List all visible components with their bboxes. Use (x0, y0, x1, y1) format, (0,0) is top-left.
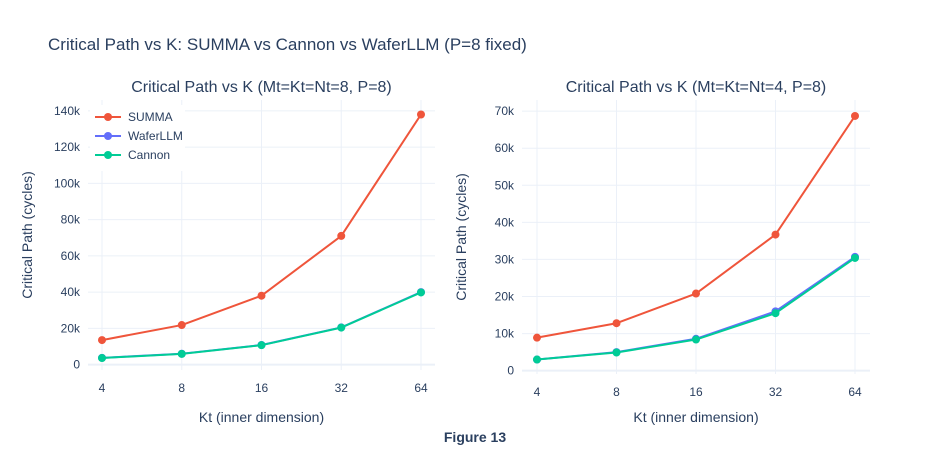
y-tick-label: 20k (61, 321, 81, 335)
x-tick-label: 64 (414, 381, 428, 395)
y-tick-label: 30k (495, 252, 515, 266)
legend-label: Cannon (128, 148, 170, 162)
legend-item-summa[interactable]: SUMMA (95, 110, 173, 124)
data-point (257, 291, 266, 300)
x-axis-label: Kt (inner dimension) (633, 409, 758, 425)
chart-title: Critical Path vs K (Mt=Kt=Nt=4, P=8) (566, 79, 827, 96)
y-axis-label: Critical Path (cycles) (453, 173, 469, 301)
data-point (177, 321, 186, 330)
y-tick-label: 60k (495, 141, 515, 155)
y-tick-label: 0 (73, 358, 80, 372)
data-point (851, 111, 859, 120)
data-point (533, 333, 541, 342)
y-tick-label: 0 (507, 364, 514, 378)
x-tick-label: 64 (848, 385, 862, 399)
legend-item-waferllm[interactable]: WaferLLM (95, 129, 183, 143)
data-point (98, 336, 106, 345)
y-tick-label: 60k (61, 249, 81, 263)
x-tick-label: 8 (613, 385, 620, 399)
data-point (177, 349, 186, 358)
series-summa (533, 111, 859, 342)
x-tick-label: 4 (534, 385, 541, 399)
legend: SUMMA WaferLLM Cannon (90, 105, 185, 171)
y-tick-label: 120k (54, 140, 81, 154)
y-tick-label: 50k (495, 178, 515, 192)
y-tick-label: 140k (54, 104, 81, 118)
y-axis-label: Critical Path (cycles) (19, 171, 35, 299)
data-point (771, 230, 780, 239)
y-tick-label: 100k (54, 176, 81, 190)
data-point (417, 288, 425, 297)
series-summa (98, 110, 425, 345)
x-tick-label: 32 (769, 385, 783, 399)
legend-label: WaferLLM (128, 129, 183, 143)
figure-caption: Figure 13 (444, 429, 506, 445)
data-point (851, 253, 859, 262)
y-tick-label: 80k (61, 213, 81, 227)
data-point (533, 355, 541, 364)
x-tick-label: 32 (335, 381, 349, 395)
legend-swatch-marker (104, 113, 112, 121)
x-tick-label: 4 (99, 381, 106, 395)
y-tick-label: 40k (61, 285, 81, 299)
data-point (337, 231, 346, 240)
data-point (692, 335, 700, 344)
figure-title: Critical Path vs K: SUMMA vs Cannon vs W… (48, 35, 527, 54)
legend-label: SUMMA (128, 110, 173, 124)
legend-swatch-marker (104, 132, 112, 140)
data-point (98, 354, 106, 363)
x-tick-label: 16 (689, 385, 703, 399)
x-tick-label: 8 (178, 381, 185, 395)
legend-item-cannon[interactable]: Cannon (95, 148, 170, 162)
x-axis-label: Kt (inner dimension) (199, 409, 324, 425)
series-cannon (98, 288, 425, 363)
chart-title: Critical Path vs K (Mt=Kt=Nt=8, P=8) (131, 79, 392, 96)
y-tick-label: 10k (495, 327, 515, 341)
left-chart: Critical Path vs K (Mt=Kt=Nt=8, P=8) 4 8 16… (19, 79, 435, 425)
y-tick-label: 70k (495, 104, 515, 118)
legend-swatch-marker (104, 151, 112, 159)
right-chart: Critical Path vs K (Mt=Kt=Nt=4, P=8) 4 8 16… (453, 79, 870, 425)
y-tick-label: 20k (495, 290, 515, 304)
data-point (417, 110, 425, 119)
series-cannon (533, 253, 859, 364)
x-tick-label: 16 (255, 381, 269, 395)
data-point (612, 348, 621, 357)
data-point (771, 309, 780, 318)
y-tick-label: 40k (495, 215, 515, 229)
data-point (337, 323, 346, 332)
data-point (692, 289, 700, 298)
data-point (257, 341, 266, 350)
data-point (612, 319, 621, 328)
